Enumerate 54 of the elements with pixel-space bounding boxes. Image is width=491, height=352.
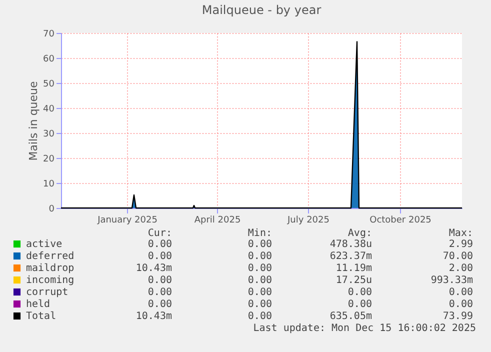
x-tick-label: July 2025 xyxy=(286,216,330,226)
text: 0.00 xyxy=(148,287,172,298)
text: 11.19m xyxy=(336,263,372,274)
text: 0.00 xyxy=(148,299,172,310)
y-tick-label: 70 xyxy=(43,30,55,40)
text: 0.00 xyxy=(248,275,272,286)
text: 0.00 xyxy=(248,239,272,250)
text: Avg: xyxy=(348,228,372,239)
text: 623.37m xyxy=(330,251,372,262)
text: 0.00 xyxy=(248,311,272,322)
y-tick-label: 30 xyxy=(43,130,55,140)
legend-label: active xyxy=(26,239,62,250)
legend-label: deferred xyxy=(26,251,74,262)
y-tick-label: 20 xyxy=(43,154,55,164)
legend-label: held xyxy=(26,299,50,310)
text: 0.00 xyxy=(148,251,172,262)
text: 0.00 xyxy=(248,287,272,298)
text: 0.00 xyxy=(448,287,473,298)
text: 17.25u xyxy=(336,275,372,286)
legend-label: incoming xyxy=(26,275,74,286)
text: Last update: Mon Dec 15 16:00:02 2025 xyxy=(253,323,476,334)
x-tick-label: April 2025 xyxy=(194,216,241,226)
text: Cur: xyxy=(148,228,172,239)
text: 10.43m xyxy=(136,263,172,274)
legend-label: maildrop xyxy=(26,263,74,274)
y-tick-label: 10 xyxy=(43,180,55,190)
text: 70.00 xyxy=(442,251,473,262)
text: 0.00 xyxy=(148,275,172,286)
text: 993.33m xyxy=(430,275,473,286)
text: 10.43m xyxy=(136,311,172,322)
y-tick-label: 60 xyxy=(43,54,55,64)
text: Min: xyxy=(248,228,272,239)
y-tick-label: 40 xyxy=(43,104,55,114)
legend-label: corrupt xyxy=(26,287,68,298)
text: 0.00 xyxy=(248,251,272,262)
text: 635.05m xyxy=(330,311,372,322)
text: Max: xyxy=(448,228,473,239)
x-tick-label: October 2025 xyxy=(370,216,432,226)
text: 2.00 xyxy=(448,263,473,274)
text: 0.00 xyxy=(348,299,372,310)
y-tick-label: 50 xyxy=(43,80,55,90)
text: 73.99 xyxy=(442,311,473,322)
text: 2.99 xyxy=(448,239,473,250)
text: 478.38u xyxy=(330,239,372,250)
text: 0.00 xyxy=(348,287,372,298)
y-axis-title: Mails in queue xyxy=(27,80,40,161)
y-tick-label: 0 xyxy=(48,204,55,214)
legend-label: Total xyxy=(26,311,56,322)
text: 0.00 xyxy=(248,263,272,274)
text: 0.00 xyxy=(148,239,172,250)
text: 0.00 xyxy=(248,299,272,310)
chart-title: Mailqueue - by year xyxy=(202,3,322,17)
text: 0.00 xyxy=(448,299,473,310)
x-tick-label: January 2025 xyxy=(96,216,158,226)
